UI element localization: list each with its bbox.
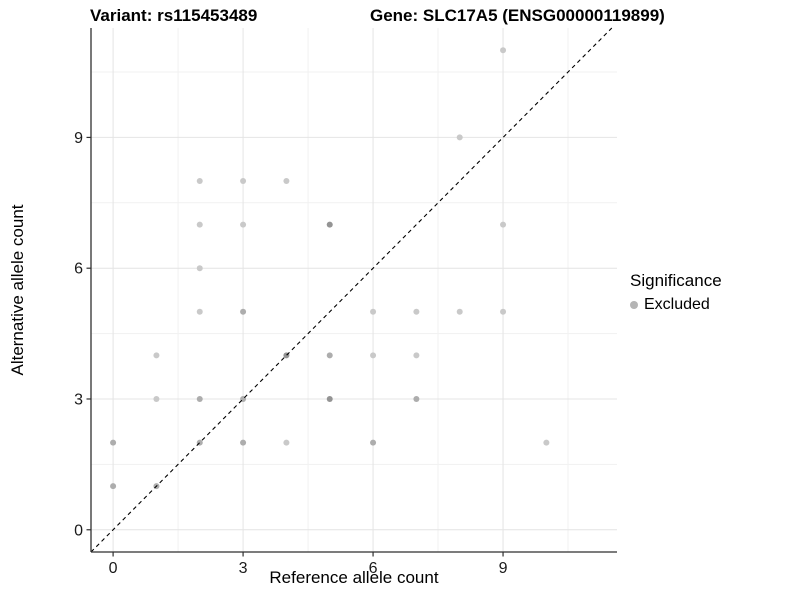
data-point bbox=[413, 308, 420, 315]
data-point bbox=[196, 221, 203, 228]
legend-item-label: Excluded bbox=[644, 296, 710, 313]
data-point bbox=[413, 352, 420, 359]
data-point bbox=[196, 395, 203, 402]
data-point bbox=[500, 221, 507, 228]
data-point bbox=[110, 483, 117, 490]
plot-title-variant: Variant: rs115453489 bbox=[90, 6, 258, 25]
data-point bbox=[326, 221, 333, 228]
data-point bbox=[283, 178, 290, 185]
data-point bbox=[153, 395, 160, 402]
x-tick-label: 9 bbox=[499, 560, 508, 577]
data-point bbox=[240, 439, 247, 446]
data-point bbox=[283, 439, 290, 446]
data-point bbox=[456, 308, 463, 315]
y-tick-label: 3 bbox=[74, 391, 83, 408]
identity-line bbox=[90, 27, 613, 553]
plot-title-gene: Gene: SLC17A5 (ENSG00000119899) bbox=[370, 6, 665, 25]
data-point bbox=[110, 439, 117, 446]
y-axis-title: Alternative allele count bbox=[8, 204, 27, 376]
data-point bbox=[240, 221, 247, 228]
y-tick-label: 6 bbox=[74, 261, 83, 278]
data-point bbox=[500, 47, 507, 54]
data-point bbox=[153, 352, 160, 359]
x-tick-label: 0 bbox=[109, 560, 118, 577]
data-point bbox=[196, 178, 203, 185]
data-point bbox=[240, 308, 247, 315]
legend-item-excluded: Excluded bbox=[630, 296, 722, 314]
data-point bbox=[456, 134, 463, 141]
data-point bbox=[326, 395, 333, 402]
x-axis-title: Reference allele count bbox=[269, 568, 439, 587]
legend: Significance Excluded bbox=[630, 271, 722, 314]
data-point bbox=[370, 439, 377, 446]
x-tick-label: 6 bbox=[369, 560, 378, 577]
excluded-point-swatch bbox=[630, 301, 638, 309]
data-point bbox=[413, 395, 420, 402]
legend-title: Significance bbox=[630, 271, 722, 290]
data-point bbox=[196, 308, 203, 315]
data-point bbox=[196, 265, 203, 272]
data-point bbox=[370, 352, 377, 359]
data-point bbox=[240, 178, 247, 185]
x-tick-label: 3 bbox=[239, 560, 248, 577]
data-point bbox=[543, 439, 550, 446]
data-point bbox=[370, 308, 377, 315]
data-point bbox=[500, 308, 507, 315]
y-tick-label: 9 bbox=[74, 130, 83, 147]
y-tick-label: 0 bbox=[74, 522, 83, 539]
data-point bbox=[326, 352, 333, 359]
